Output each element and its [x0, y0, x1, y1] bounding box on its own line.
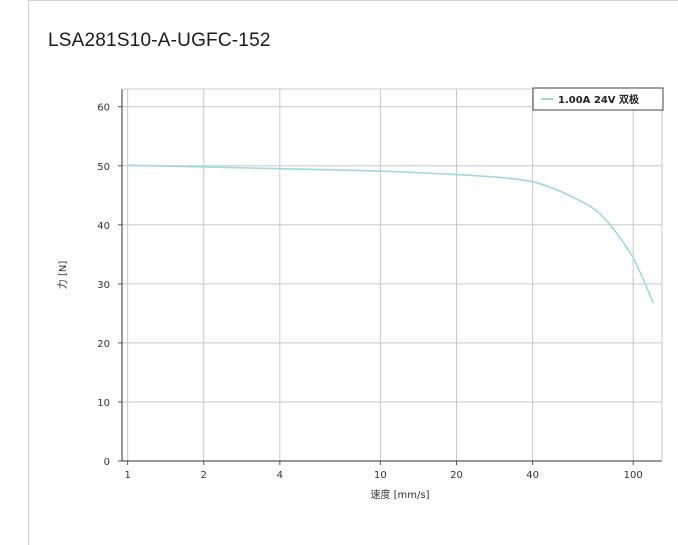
y-tick-label: 60 — [97, 103, 110, 114]
y-tick-label: 10 — [97, 398, 110, 409]
tick-labels: 1 2 4 10 20 40 100 0 10 20 30 40 50 60 — [97, 103, 642, 481]
x-tick-label: 100 — [624, 470, 643, 481]
y-axis-label: 力 [N] — [56, 261, 69, 290]
y-tick-label: 40 — [97, 221, 110, 232]
grid — [122, 89, 662, 462]
y-tick-label: 20 — [97, 339, 110, 350]
y-tick-label: 0 — [104, 457, 110, 468]
x-tick-label: 4 — [277, 470, 283, 481]
x-tick-label: 1 — [124, 470, 130, 481]
legend-box — [532, 87, 664, 111]
page-title: LSA281S10-A-UGFC-152 — [48, 30, 271, 51]
x-tick-label: 10 — [374, 470, 387, 481]
y-tick-label: 50 — [97, 162, 110, 173]
chart-panel — [28, 0, 678, 545]
x-axis-label: 速度 [mm/s] — [370, 488, 429, 501]
legend: 1.00A 24V 双极 — [532, 87, 664, 111]
plot-area — [122, 89, 662, 461]
series-line-0 — [127, 164, 654, 304]
legend-label: 1.00A 24V 双极 — [558, 93, 640, 106]
x-tick-label: 20 — [450, 470, 463, 481]
series-lines — [127, 164, 654, 304]
x-tick-label: 40 — [526, 470, 539, 481]
x-tick-label: 2 — [201, 470, 207, 481]
y-tick-label: 30 — [97, 280, 110, 291]
